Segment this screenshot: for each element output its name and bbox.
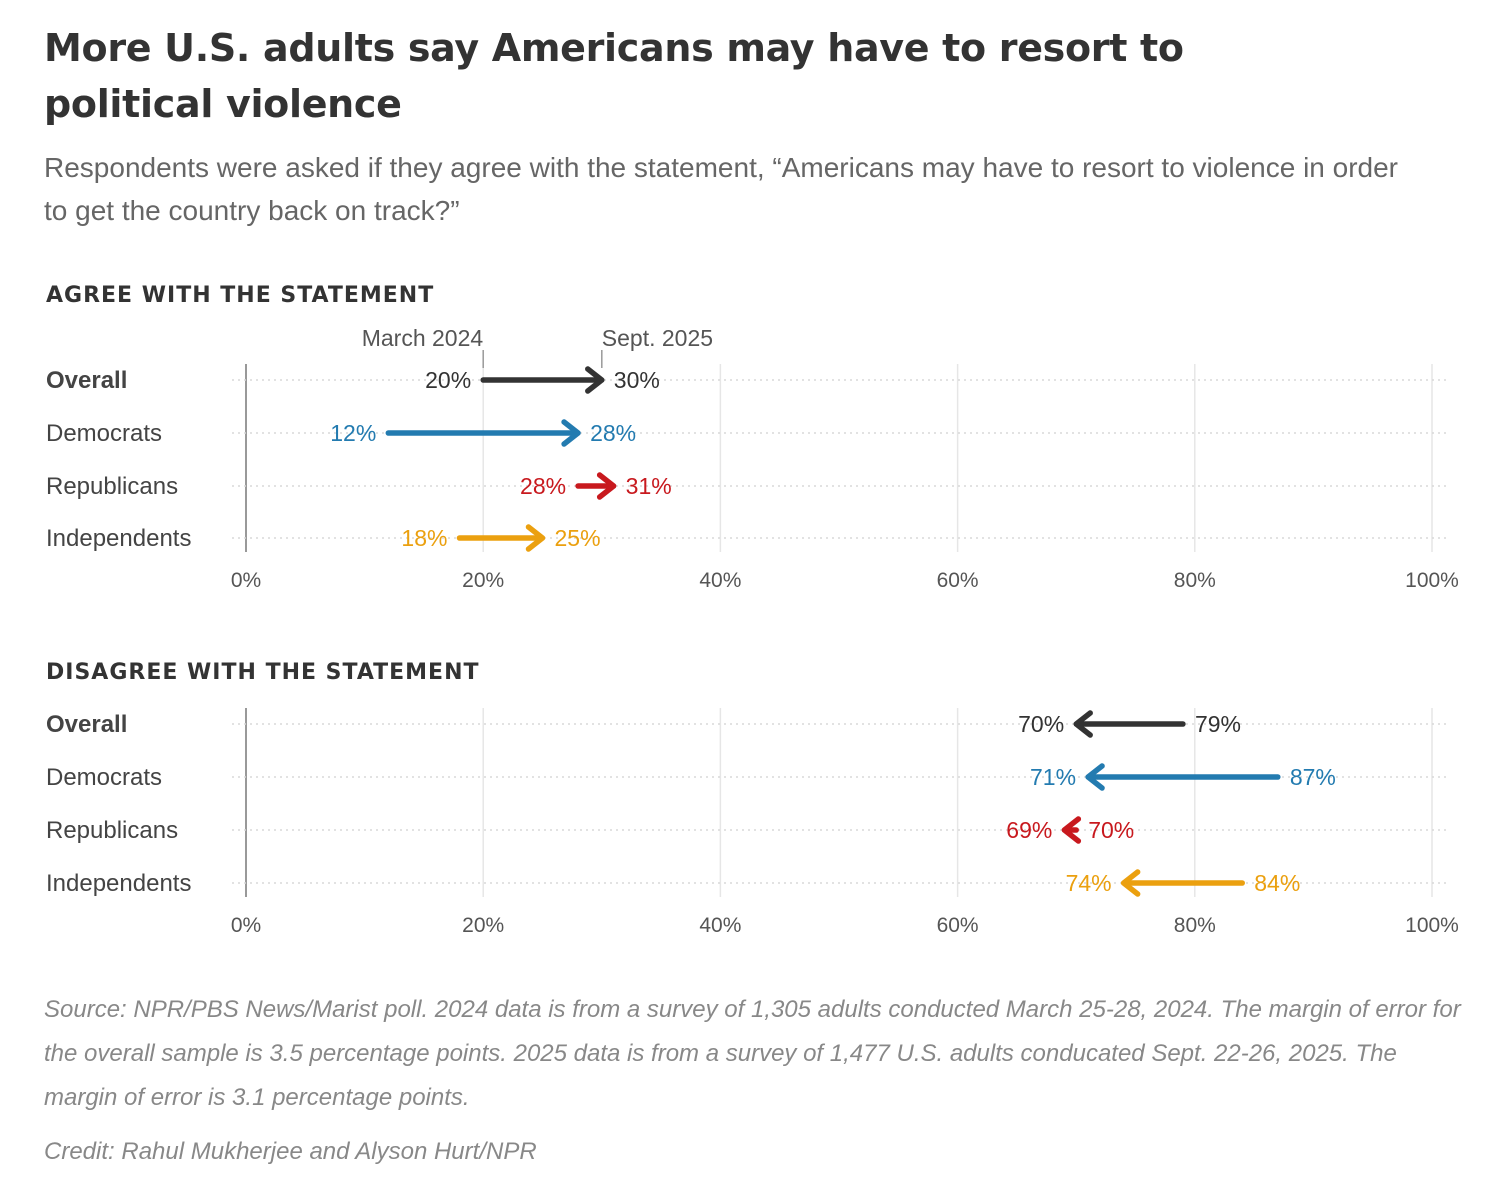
x-tick-label: 20% <box>462 569 504 592</box>
data-label-end: 74% <box>1066 870 1112 896</box>
x-tick-label: 100% <box>1405 914 1459 937</box>
x-tick-label: 60% <box>937 569 979 592</box>
x-tick-label: 80% <box>1174 569 1216 592</box>
x-tick-label: 40% <box>699 569 741 592</box>
arrow-charts: AGREE WITH THE STATEMENT 0% 20% 40% 60% 80% 10… <box>46 283 1459 937</box>
arrow-head <box>1073 710 1093 738</box>
x-tick-label: 20% <box>462 914 504 937</box>
period-label-start: March 2024 <box>362 325 484 351</box>
data-label-end: 31% <box>626 473 672 499</box>
data-label-end: 25% <box>555 525 601 551</box>
row-label: Independents <box>46 870 191 897</box>
data-label-start: 20% <box>425 367 471 393</box>
x-tick-label: 0% <box>231 914 261 937</box>
arrow-head <box>561 419 581 447</box>
source-note: Source: NPR/PBS News/Marist poll. 2024 d… <box>44 996 1461 1111</box>
data-label-start: 70% <box>1088 817 1134 843</box>
data-label-start: 87% <box>1290 764 1336 790</box>
x-tick-label: 80% <box>1174 914 1216 937</box>
x-tick-label: 0% <box>231 569 261 592</box>
data-label-end: 70% <box>1018 711 1064 737</box>
x-tick-label: 100% <box>1405 569 1459 592</box>
chart-title: More U.S. adults say Americans may have … <box>44 26 1184 126</box>
data-label-start: 28% <box>520 473 566 499</box>
data-label-end: 30% <box>614 367 660 393</box>
row-label: Overall <box>46 367 127 394</box>
x-tick-label: 40% <box>699 914 741 937</box>
row-label: Democrats <box>46 764 162 791</box>
chart-subtitle: Respondents were asked if they agree wit… <box>44 152 1399 226</box>
data-label-start: 18% <box>401 525 447 551</box>
section-title: DISAGREE WITH THE STATEMENT <box>46 660 480 685</box>
arrow-head <box>1120 869 1141 897</box>
x-tick-label: 60% <box>937 914 979 937</box>
data-label-start: 12% <box>330 420 376 446</box>
period-label-end: Sept. 2025 <box>602 325 713 351</box>
arrow-head <box>1085 763 1105 791</box>
row-label: Republicans <box>46 817 178 844</box>
row-label: Republicans <box>46 473 178 500</box>
row-label: Democrats <box>46 420 162 447</box>
arrow-head <box>585 366 605 394</box>
arrow-head <box>525 524 546 552</box>
data-label-start: 79% <box>1195 711 1241 737</box>
data-label-end: 71% <box>1030 764 1076 790</box>
row-label: Overall <box>46 711 127 738</box>
section-title: AGREE WITH THE STATEMENT <box>46 283 434 308</box>
arrow-head <box>1061 816 1082 844</box>
arrow-head <box>596 472 617 500</box>
data-label-end: 69% <box>1006 817 1052 843</box>
data-label-end: 28% <box>590 420 636 446</box>
credit-note: Credit: Rahul Mukherjee and Alyson Hurt/… <box>44 1138 537 1165</box>
row-label: Independents <box>46 525 191 552</box>
data-label-start: 84% <box>1254 870 1300 896</box>
